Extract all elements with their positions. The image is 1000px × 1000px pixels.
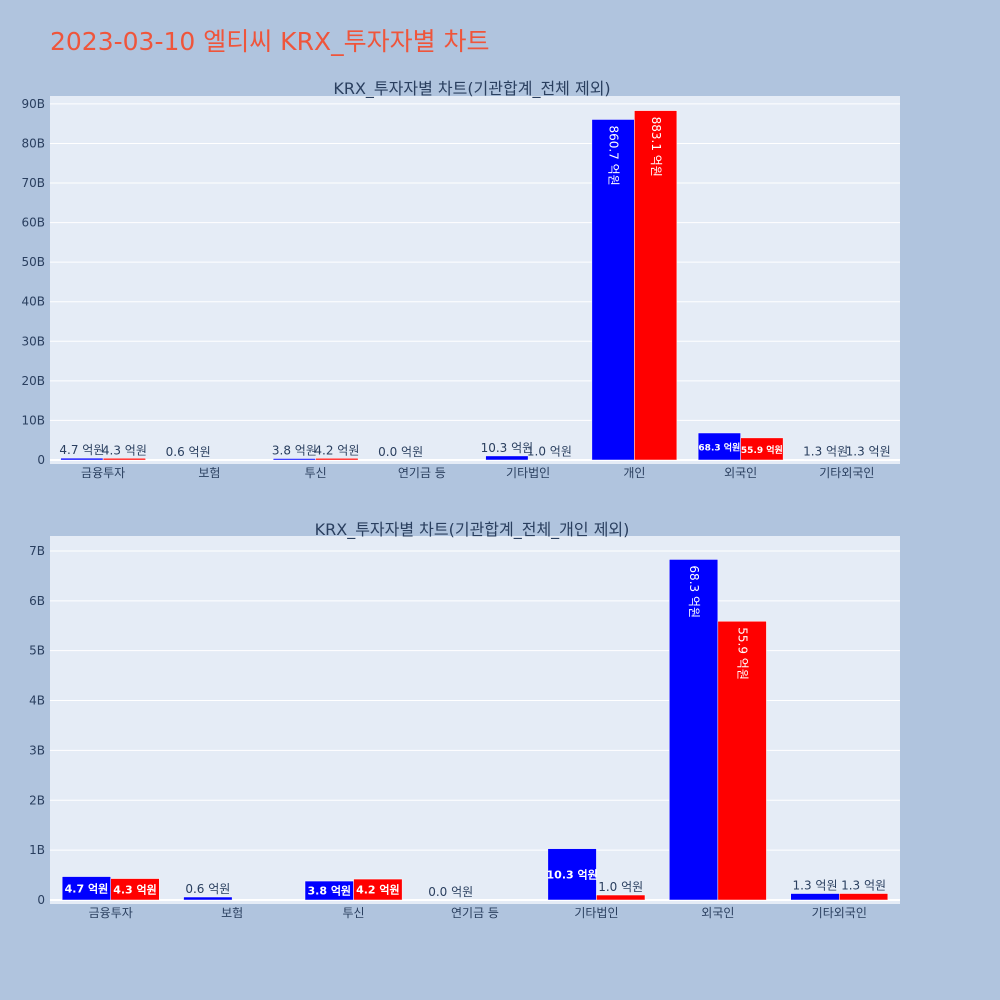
x-tick-label: 기타법인: [506, 466, 550, 480]
x-tick-label: 기타법인: [574, 906, 618, 920]
y-tick-label: 7B: [29, 544, 45, 558]
bar-sell: [740, 437, 784, 461]
chart-title: KRX_투자자별 차트(기관합계_전체_개인 제외): [315, 520, 630, 540]
data-label: 1.3 억원: [841, 879, 886, 893]
y-tick-label: 40B: [21, 295, 45, 309]
y-tick-label: 20B: [21, 374, 45, 388]
data-label: 4.7 억원: [59, 443, 104, 457]
y-tick-label: 0: [37, 893, 45, 907]
y-tick-label: 6B: [29, 594, 45, 608]
bar-sell: [846, 459, 890, 461]
data-label: 4.3 억원: [102, 443, 147, 457]
x-tick-label: 개인: [623, 466, 645, 480]
data-label: 1.3 억원: [846, 444, 891, 458]
x-tick-label: 기타외국인: [819, 466, 874, 480]
bar-sell: [634, 110, 678, 461]
data-label: 883.1 억원: [649, 117, 663, 177]
y-tick-label: 10B: [21, 413, 45, 427]
y-tick-label: 5B: [29, 644, 45, 658]
bar-buy: [669, 559, 719, 901]
bar-sell: [353, 878, 403, 901]
y-tick-label: 90B: [21, 97, 45, 111]
x-tick-label: 보험: [221, 906, 243, 920]
data-label: 4.2 억원: [314, 443, 359, 457]
data-label: 55.9 억원: [741, 444, 783, 456]
x-tick-label: 외국인: [724, 466, 757, 480]
bar-buy: [790, 893, 840, 901]
data-label: 10.3 억원: [547, 867, 598, 881]
y-tick-label: 70B: [21, 176, 45, 190]
chart-title: KRX_투자자별 차트(기관합계_전체 제외): [333, 79, 610, 99]
x-tick-label: 보험: [198, 466, 220, 480]
data-label: 1.0 억원: [527, 445, 572, 459]
bar-sell: [717, 621, 767, 901]
data-label: 860.7 억원: [607, 125, 621, 185]
data-label: 0.6 억원: [185, 882, 230, 896]
x-tick-label: 외국인: [701, 906, 734, 920]
data-label: 0.0 억원: [428, 885, 473, 899]
y-tick-label: 1B: [29, 843, 45, 857]
data-label: 68.3 억원: [698, 441, 740, 453]
y-tick-label: 4B: [29, 694, 45, 708]
y-tick-label: 80B: [21, 136, 45, 150]
bar-sell: [839, 893, 889, 901]
bar-buy: [183, 896, 233, 901]
bar-sell: [110, 878, 160, 901]
bar-sell: [596, 894, 646, 901]
bar-buy: [485, 455, 529, 461]
x-tick-label: 금융투자: [81, 466, 125, 480]
data-label: 4.2 억원: [356, 883, 400, 897]
data-label: 4.3 억원: [113, 882, 157, 896]
y-tick-label: 3B: [29, 743, 45, 757]
plot-area: [50, 96, 900, 464]
bar-sell: [315, 458, 359, 461]
y-tick-label: 60B: [21, 216, 45, 230]
bar-buy: [697, 432, 741, 461]
x-tick-label: 연기금 등: [451, 906, 499, 920]
page-title: 2023-03-10 엘티씨 KRX_투자자별 차트: [50, 27, 490, 56]
x-tick-label: 연기금 등: [398, 466, 446, 480]
x-tick-label: 기타외국인: [812, 906, 867, 920]
data-label: 3.8 억원: [272, 443, 317, 457]
x-tick-label: 투신: [343, 906, 365, 920]
x-tick-label: 투신: [305, 466, 327, 480]
y-tick-label: 50B: [21, 255, 45, 269]
data-label: 10.3 억원: [481, 441, 534, 455]
data-label: 3.8 억원: [308, 884, 352, 898]
y-tick-label: 30B: [21, 334, 45, 348]
data-label: 55.9 억원: [736, 627, 750, 680]
data-label: 0.0 억원: [378, 445, 423, 459]
data-label: 1.3 억원: [803, 444, 848, 458]
y-tick-label: 2B: [29, 793, 45, 807]
data-label: 4.7 억원: [65, 881, 109, 895]
bar-buy: [547, 848, 597, 901]
y-tick-label: 0: [37, 453, 45, 467]
data-label: 1.3 억원: [793, 879, 838, 893]
x-tick-label: 금융투자: [89, 906, 133, 920]
bar-buy: [591, 119, 635, 461]
plot-area: [50, 536, 900, 904]
data-label: 1.0 억원: [598, 880, 643, 894]
bar-sell: [102, 458, 146, 461]
data-label: 0.6 억원: [166, 445, 211, 459]
data-label: 68.3 억원: [687, 565, 701, 618]
